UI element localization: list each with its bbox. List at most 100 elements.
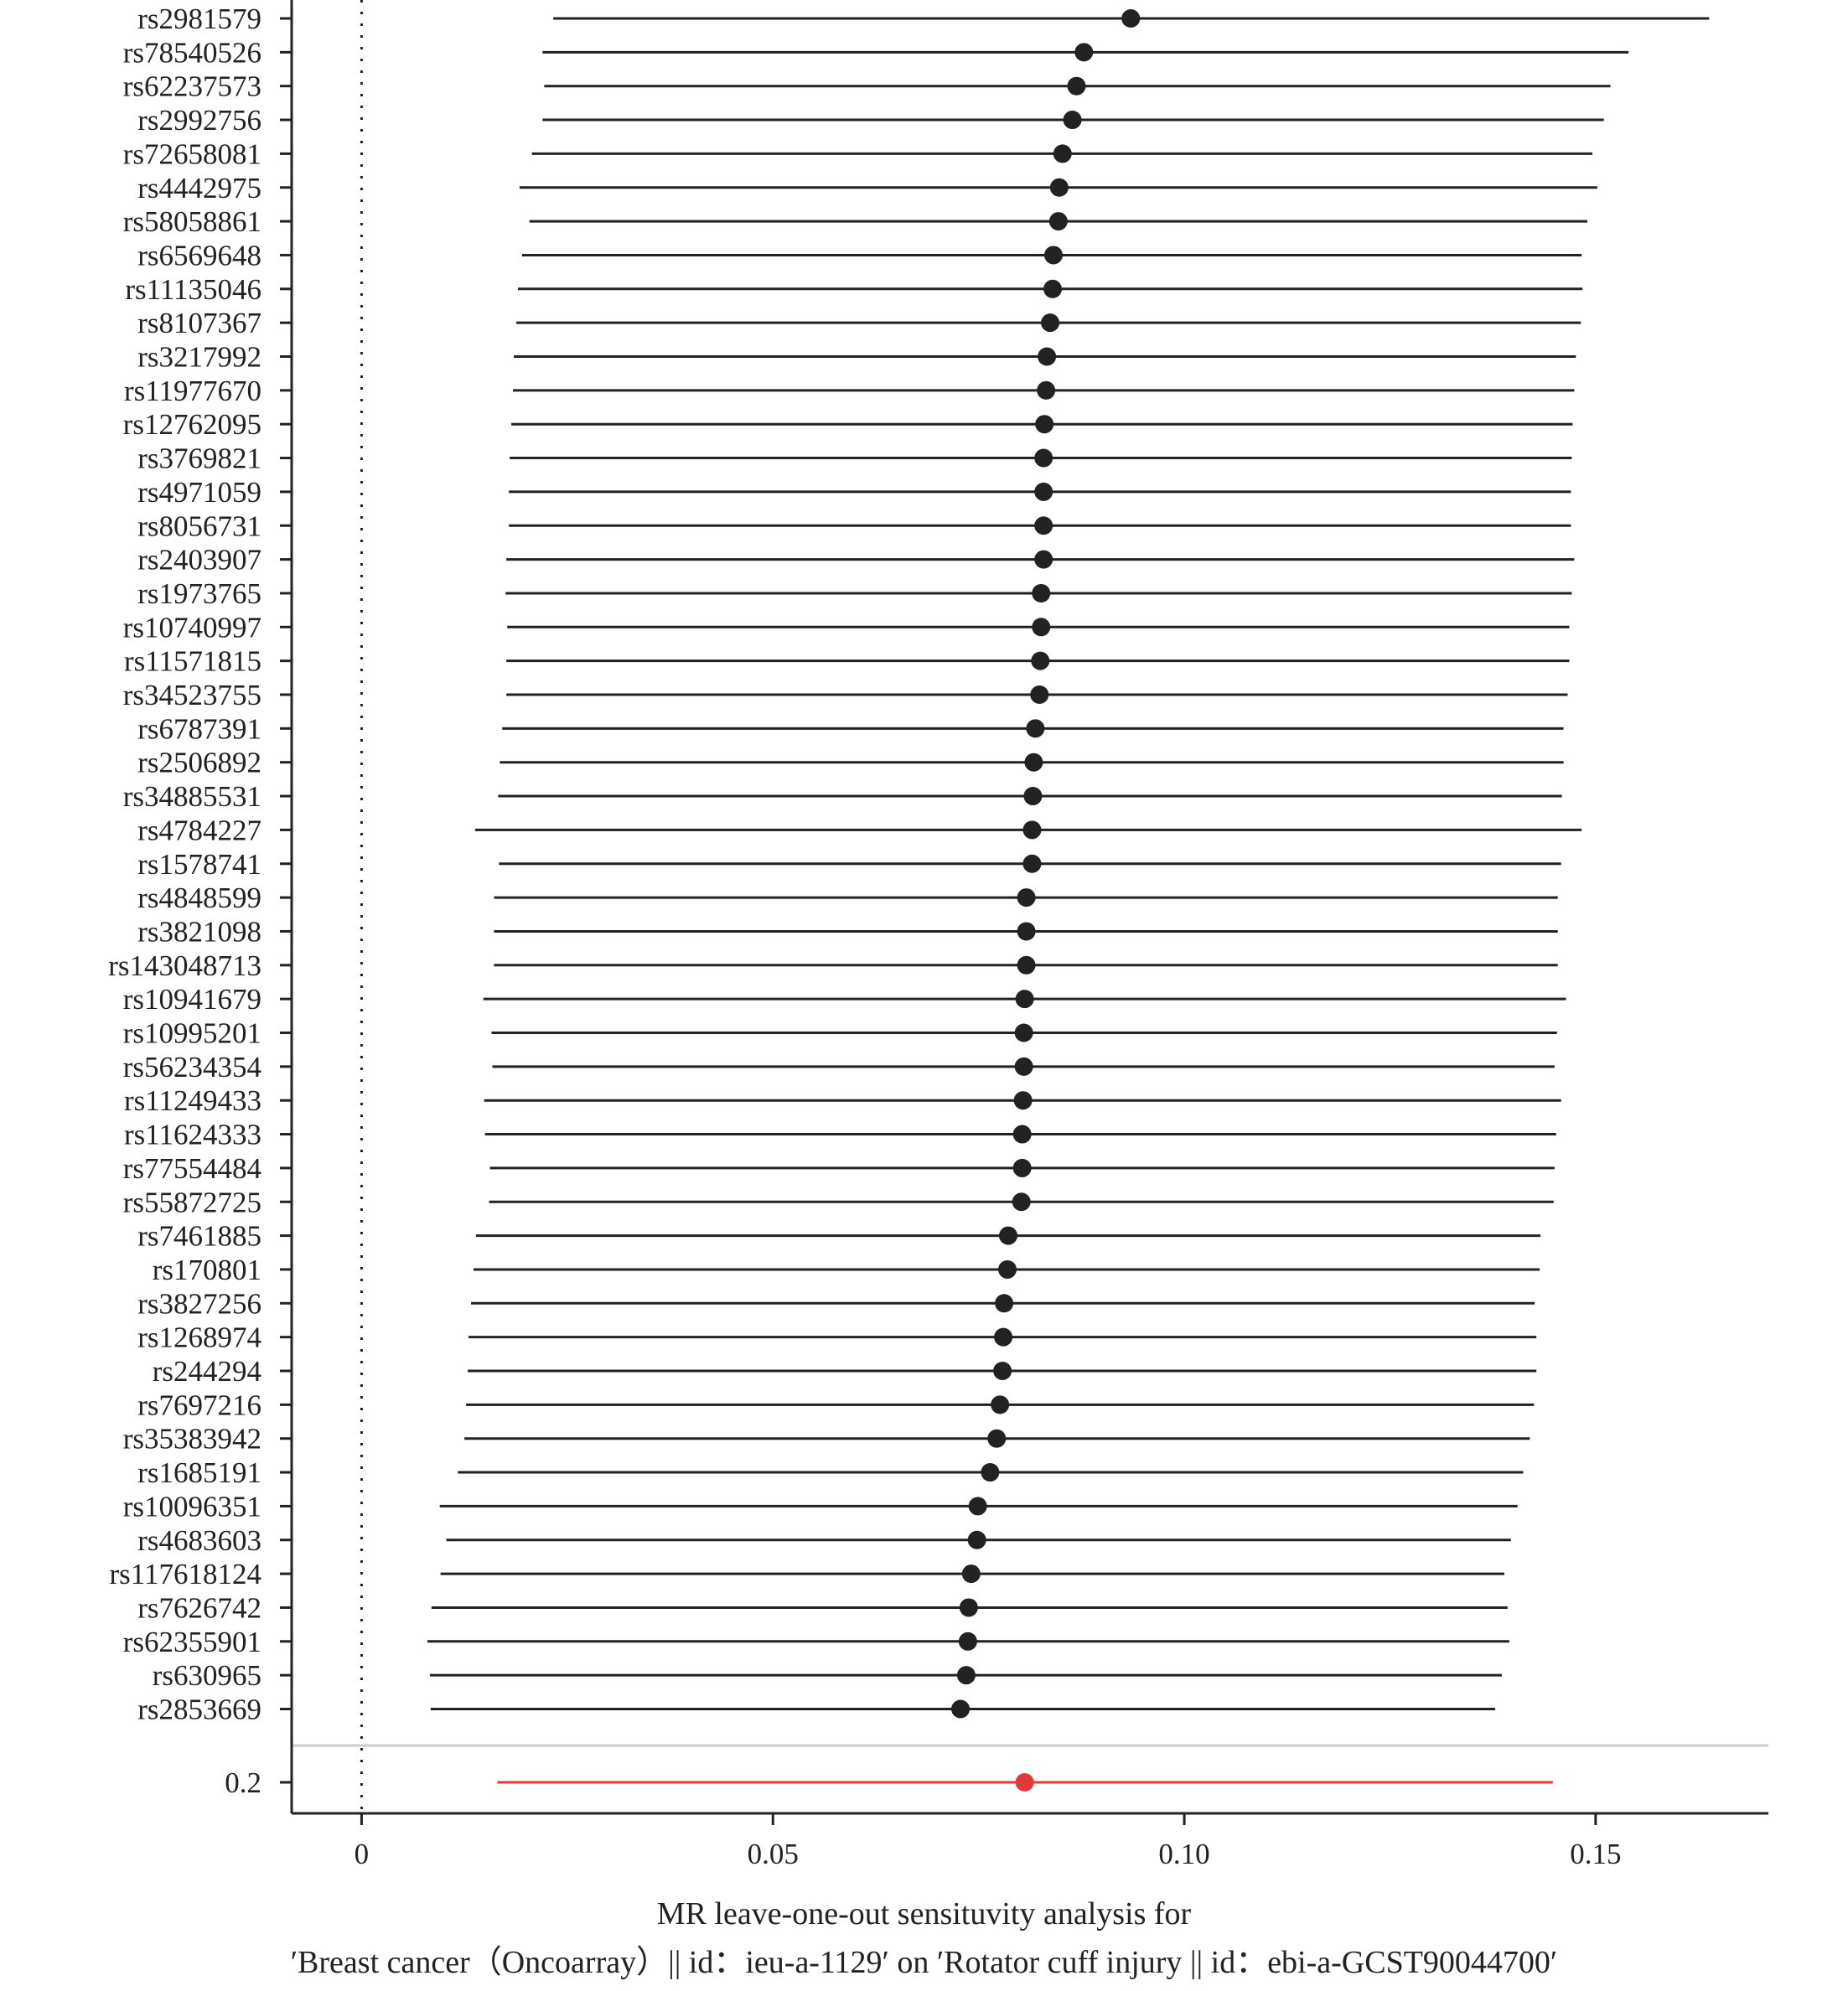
y-tick-label-rs34885531: rs34885531 <box>123 780 261 813</box>
row-rs6569648: rs6569648 <box>137 239 1582 272</box>
row-rs62237573: rs62237573 <box>123 70 1611 103</box>
point-rs10995201 <box>1014 1023 1033 1042</box>
point-rs4442975 <box>1049 178 1069 197</box>
x-tick-label-0.05: 0.05 <box>748 1838 799 1870</box>
y-tick-label-rs77554484: rs77554484 <box>123 1152 261 1185</box>
y-tick-label-rs8107367: rs8107367 <box>137 307 261 339</box>
y-tick-label-rs3821098: rs3821098 <box>137 915 261 948</box>
y-tick-label-rs117618124: rs117618124 <box>110 1558 261 1590</box>
y-tick-label-rs72658081: rs72658081 <box>123 137 261 170</box>
row-rs1685191: rs1685191 <box>137 1456 1524 1489</box>
y-tick-label-rs58058861: rs58058861 <box>123 205 261 238</box>
row-rs10995201: rs10995201 <box>123 1017 1557 1050</box>
y-tick-label-rs11624333: rs11624333 <box>124 1119 261 1151</box>
y-tick-label-rs244294: rs244294 <box>153 1355 261 1388</box>
point-rs1268974 <box>994 1327 1013 1347</box>
row-rs7461885: rs7461885 <box>137 1220 1541 1253</box>
row-rs11624333: rs11624333 <box>124 1119 1556 1151</box>
point-rs1973765 <box>1032 583 1051 602</box>
point-rs170801 <box>998 1259 1017 1279</box>
point-rs1578741 <box>1022 854 1042 873</box>
y-tick-label-rs10096351: rs10096351 <box>123 1490 261 1523</box>
y-tick-label-rs56234354: rs56234354 <box>123 1051 261 1083</box>
y-tick-label-rs11135046: rs11135046 <box>125 273 261 306</box>
row-rs10941679: rs10941679 <box>123 983 1566 1016</box>
row-rs1578741: rs1578741 <box>137 848 1561 881</box>
row-rs630965: rs630965 <box>153 1659 1502 1692</box>
row-rs3769821: rs3769821 <box>137 442 1572 475</box>
y-tick-label-overall: 0.2 <box>225 1766 261 1799</box>
y-tick-label-rs12762095: rs12762095 <box>123 408 261 441</box>
point-rs244294 <box>993 1362 1012 1380</box>
point-rs2853669 <box>951 1699 971 1719</box>
y-tick-label-rs4442975: rs4442975 <box>137 172 261 204</box>
row-rs2981579: rs2981579 <box>137 3 1710 35</box>
y-tick-label-rs2853669: rs2853669 <box>137 1694 261 1726</box>
point-rs55872725 <box>1012 1192 1031 1212</box>
y-tick-label-rs6569648: rs6569648 <box>137 239 261 272</box>
row-rs2403907: rs2403907 <box>137 544 1575 577</box>
row-rs4442975: rs4442975 <box>137 172 1597 204</box>
y-tick-label-rs4848599: rs4848599 <box>137 882 261 914</box>
point-rs117618124 <box>961 1564 981 1584</box>
point-rs630965 <box>956 1666 976 1685</box>
y-tick-label-rs4971059: rs4971059 <box>137 476 261 509</box>
row-rs170801: rs170801 <box>153 1254 1540 1286</box>
point-rs11135046 <box>1043 279 1062 298</box>
y-tick-label-rs10995201: rs10995201 <box>123 1017 261 1050</box>
point-rs4784227 <box>1022 820 1042 840</box>
row-rs2506892: rs2506892 <box>137 747 1564 779</box>
row-rs1268974: rs1268974 <box>137 1321 1537 1354</box>
row-rs4784227: rs4784227 <box>137 814 1582 846</box>
y-tick-label-rs1268974: rs1268974 <box>137 1321 261 1354</box>
point-rs6569648 <box>1043 246 1063 265</box>
row-rs244294: rs244294 <box>153 1355 1537 1388</box>
point-rs7697216 <box>991 1395 1010 1414</box>
row-rs7626742: rs7626742 <box>137 1591 1508 1624</box>
point-rs8056731 <box>1034 516 1053 535</box>
y-tick-label-rs1973765: rs1973765 <box>137 577 261 610</box>
point-rs7626742 <box>959 1598 978 1617</box>
y-tick-label-rs11249433: rs11249433 <box>124 1084 261 1117</box>
point-rs35383942 <box>987 1429 1007 1448</box>
y-tick-label-rs62237573: rs62237573 <box>123 70 261 103</box>
row-rs4848599: rs4848599 <box>137 882 1558 914</box>
point-rs6787391 <box>1026 719 1045 738</box>
y-tick-label-rs630965: rs630965 <box>153 1659 261 1692</box>
point-rs56234354 <box>1014 1057 1033 1076</box>
y-tick-label-rs3217992: rs3217992 <box>137 341 261 374</box>
row-rs4683603: rs4683603 <box>137 1524 1511 1557</box>
point-rs3769821 <box>1034 448 1053 468</box>
point-rs2981579 <box>1121 9 1141 28</box>
row-rs77554484: rs77554484 <box>123 1152 1555 1185</box>
point-rs77554484 <box>1012 1158 1032 1177</box>
y-tick-label-rs2403907: rs2403907 <box>137 544 261 577</box>
row-rs11249433: rs11249433 <box>124 1084 1561 1117</box>
y-tick-label-rs8056731: rs8056731 <box>137 509 261 542</box>
y-tick-label-rs3827256: rs3827256 <box>137 1287 261 1320</box>
row-rs10096351: rs10096351 <box>123 1490 1518 1523</box>
point-rs11624333 <box>1012 1125 1032 1144</box>
y-tick-label-rs143048713: rs143048713 <box>108 949 261 982</box>
row-rs6787391: rs6787391 <box>137 712 1564 745</box>
row-rs62355901: rs62355901 <box>123 1626 1509 1658</box>
row-rs7697216: rs7697216 <box>137 1389 1535 1421</box>
row-rs56234354: rs56234354 <box>123 1051 1555 1083</box>
row-rs34523755: rs34523755 <box>123 679 1568 711</box>
point-rs4683603 <box>967 1530 986 1549</box>
x-axis-title-line-2: ′Breast cancer（Oncoarray）|| id：ieu-a-112… <box>290 1945 1558 1980</box>
y-tick-label-rs170801: rs170801 <box>153 1254 261 1286</box>
point-rs3827256 <box>995 1294 1014 1313</box>
x-tick-label-0.10: 0.10 <box>1158 1838 1209 1870</box>
row-rs35383942: rs35383942 <box>123 1423 1530 1456</box>
point-rs2403907 <box>1034 550 1053 569</box>
point-rs143048713 <box>1017 955 1036 975</box>
point-rs62355901 <box>958 1632 977 1651</box>
row-rs3827256: rs3827256 <box>137 1287 1535 1320</box>
row-rs1973765: rs1973765 <box>137 577 1572 610</box>
point-rs62237573 <box>1067 76 1086 96</box>
row-rs72658081: rs72658081 <box>123 137 1592 170</box>
row-rs10740997: rs10740997 <box>123 611 1570 644</box>
